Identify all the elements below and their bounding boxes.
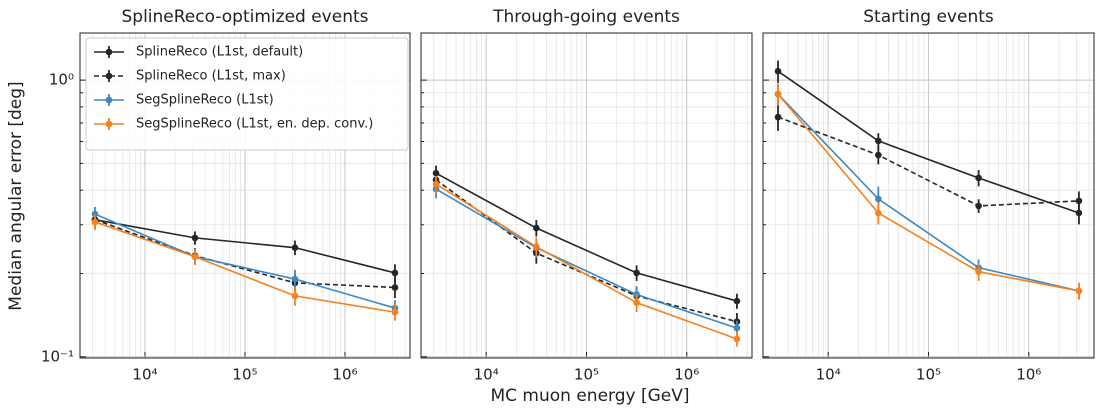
axes-frame <box>762 32 1095 359</box>
data-point <box>875 137 882 145</box>
data-point <box>975 174 982 182</box>
series-line <box>777 116 1079 207</box>
data-point <box>875 151 882 159</box>
data-point <box>774 67 782 75</box>
series-line <box>777 93 1080 292</box>
data-point <box>774 113 782 121</box>
x-tick-label: 10⁶ <box>332 366 357 384</box>
x-tick-label: 10⁵ <box>916 366 941 384</box>
series-line <box>94 218 396 289</box>
legend-label: SegSplineReco (L1st, en. dep. conv.) <box>136 117 373 132</box>
series-line <box>777 70 1080 214</box>
x-tick-label: 10⁵ <box>574 366 599 384</box>
panel-title: SplineReco-optimized events <box>122 7 369 27</box>
series-line <box>435 172 738 302</box>
data-point <box>91 210 99 218</box>
data-point <box>733 335 741 343</box>
data-point <box>391 269 399 277</box>
data-point <box>533 243 540 250</box>
data-point <box>291 275 299 283</box>
y-axis-label: Median angular error [deg] <box>6 81 26 310</box>
data-point <box>91 218 99 226</box>
data-point <box>975 268 982 276</box>
axes-frame <box>420 32 753 359</box>
data-point <box>432 180 440 188</box>
x-tick-label: 10⁴ <box>816 366 841 384</box>
legend-marker <box>105 48 113 56</box>
series-line <box>94 221 396 313</box>
data-point <box>391 308 399 316</box>
series-line <box>94 218 396 274</box>
data-point <box>633 299 640 306</box>
axes-frame <box>79 32 411 359</box>
data-point <box>875 209 882 217</box>
data-point <box>975 202 982 210</box>
series-line <box>777 93 1080 292</box>
data-point <box>1075 197 1083 205</box>
data-point <box>391 284 399 291</box>
legend-marker <box>105 72 113 80</box>
data-point <box>875 195 882 203</box>
legend-label: SegSplineReco (L1st) <box>136 93 274 108</box>
data-point <box>774 90 782 98</box>
legend-label: SplineReco (L1st, default) <box>136 45 303 60</box>
series-line <box>94 213 396 309</box>
x-tick-label: 10⁶ <box>674 366 699 384</box>
x-tick-label: 10⁴ <box>474 366 499 384</box>
data-point <box>191 234 199 242</box>
legend-box <box>85 37 409 151</box>
panel-title: Through-going events <box>492 7 680 27</box>
data-point <box>733 324 741 332</box>
data-point <box>291 244 299 251</box>
x-tick-label: 10⁶ <box>1016 366 1041 384</box>
data-point <box>633 269 640 277</box>
data-point <box>733 297 741 305</box>
data-point <box>1075 209 1083 217</box>
series-line <box>435 183 738 340</box>
panel-title: Starting events <box>863 7 994 27</box>
legend: SplineReco (L1st, default) SplineReco (L1… <box>85 37 409 151</box>
data-point <box>291 292 299 300</box>
y-tick-label: 10⁻¹ <box>41 347 74 365</box>
y-tick-label: 10⁰ <box>49 71 74 89</box>
series-line <box>435 188 738 329</box>
legend-marker <box>105 120 113 128</box>
data-point <box>533 224 540 232</box>
x-tick-label: 10⁴ <box>132 366 157 384</box>
legend-label: SplineReco (L1st, max) <box>136 69 286 84</box>
x-axis-label: MC muon energy [GeV] <box>490 386 689 406</box>
data-point <box>191 253 199 261</box>
data-point <box>1075 287 1083 295</box>
legend-marker <box>105 96 113 104</box>
x-tick-label: 10⁵ <box>232 366 257 384</box>
